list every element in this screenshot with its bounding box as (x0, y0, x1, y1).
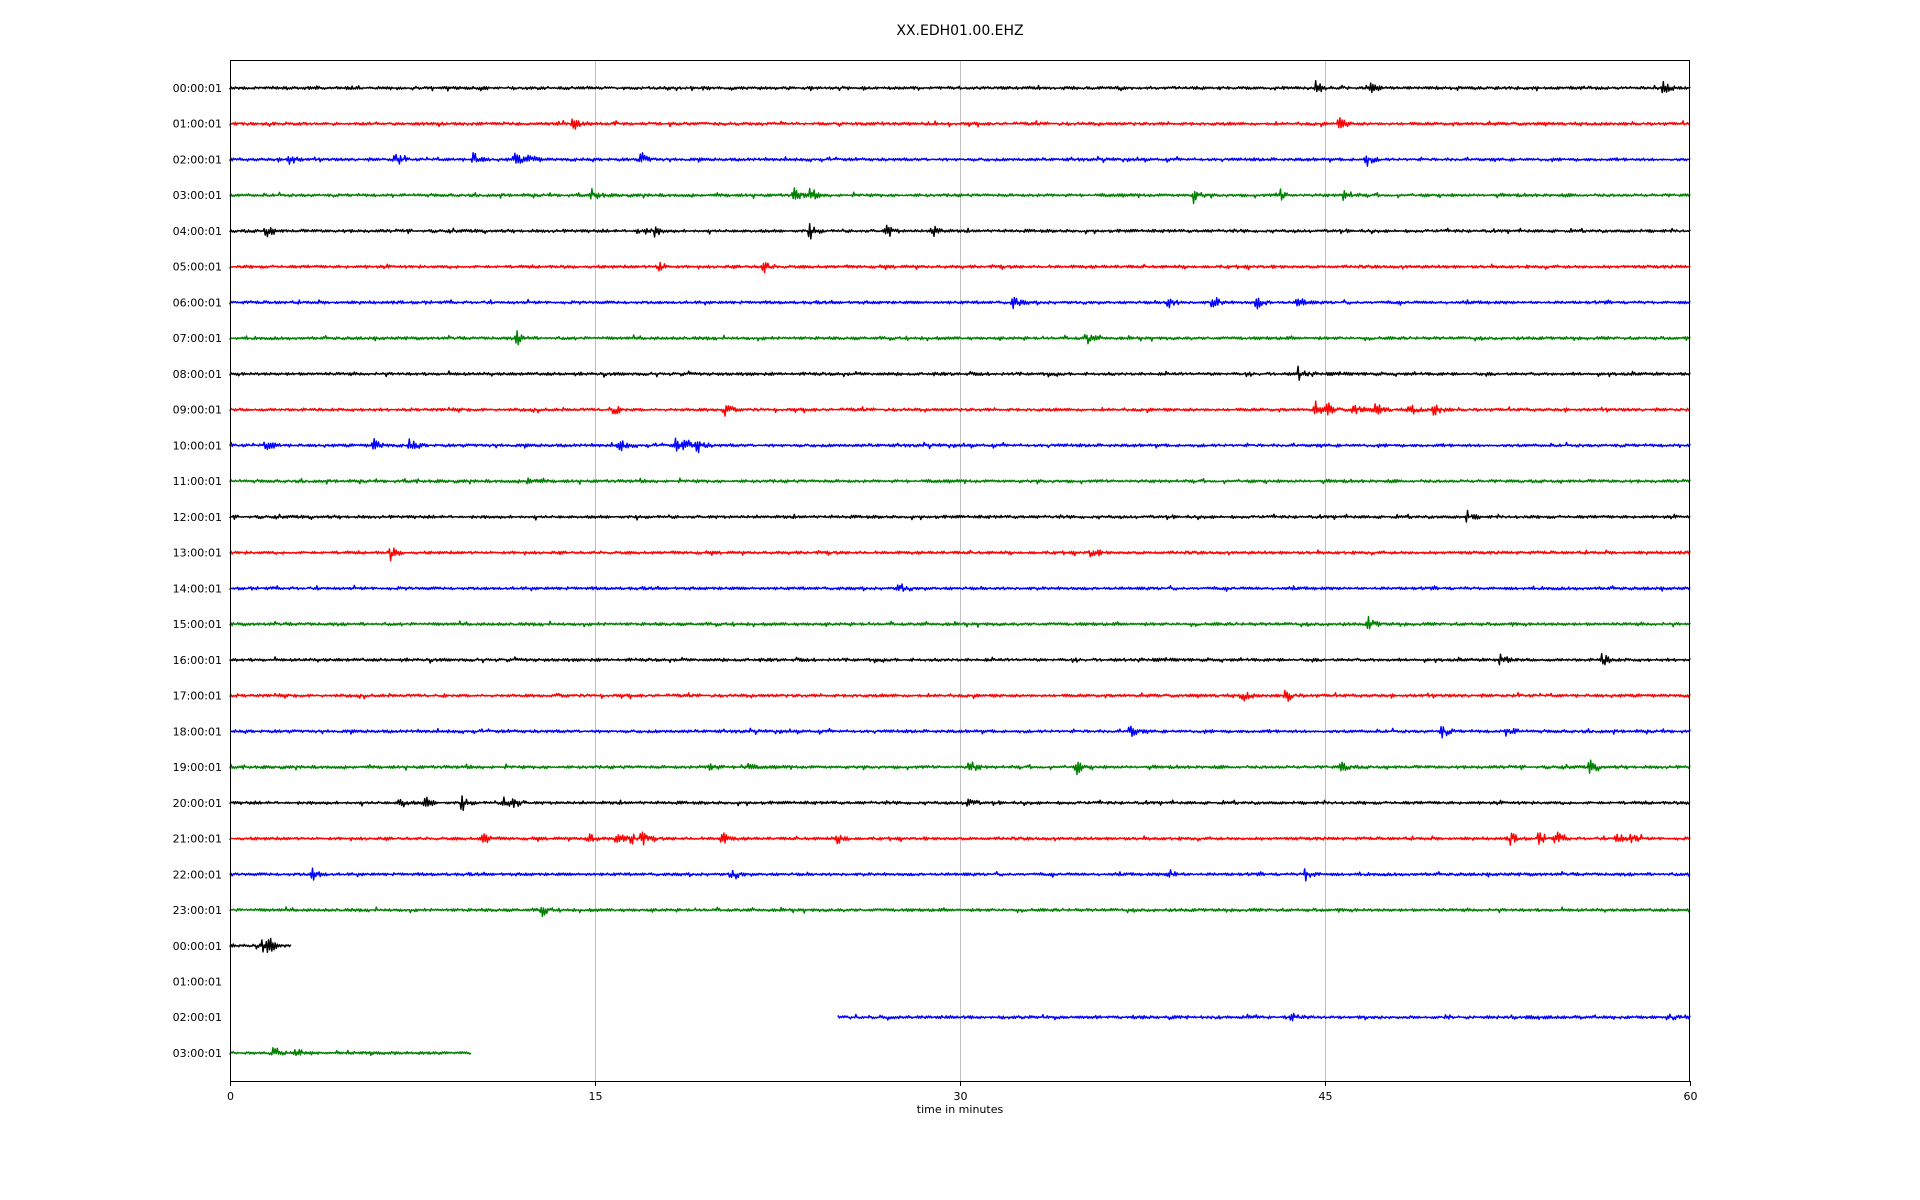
row-time-label: 22:00:01 (173, 868, 222, 881)
row-time-label: 03:00:01 (173, 189, 222, 202)
seismic-trace-row (229, 330, 1691, 346)
row-time-label: 14:00:01 (173, 582, 222, 595)
row-time-label: 21:00:01 (173, 833, 222, 846)
seismic-trace-row (229, 400, 1691, 417)
seismic-trace-row (229, 795, 1691, 812)
row-time-label: 20:00:01 (173, 797, 222, 810)
seismic-trace-row (837, 1012, 1691, 1022)
row-time-label: 01:00:01 (173, 976, 222, 989)
x-axis: 0 15 30 45 60 (227, 1081, 1698, 1103)
seismic-trace-row (229, 725, 1691, 739)
seismic-trace-row (229, 223, 1691, 240)
seismic-trace-row (229, 187, 1691, 205)
row-time-label: 05:00:01 (173, 261, 222, 274)
seismic-trace-row (229, 152, 1691, 167)
seismic-trace-row (229, 1047, 472, 1057)
seismic-trace-row (229, 80, 1691, 94)
x-tick-label: 60 (1684, 1090, 1698, 1103)
row-time-label: 07:00:01 (173, 332, 222, 345)
y-tick-labels: 00:00:01 01:00:01 02:00:01 03:00:01 04:00:01… (173, 82, 222, 1060)
x-axis-label: time in minutes (917, 1103, 1004, 1116)
plot-frame (230, 60, 1690, 1082)
seismic-trace-row (229, 831, 1691, 846)
x-tick-label: 30 (954, 1090, 968, 1103)
row-time-label: 11:00:01 (173, 475, 222, 488)
row-time-label: 06:00:01 (173, 296, 222, 309)
chart-title: XX.EDH01.00.EHZ (896, 23, 1023, 39)
row-time-label: 23:00:01 (173, 904, 222, 917)
row-time-label: 12:00:01 (173, 511, 222, 524)
row-time-label: 18:00:01 (173, 725, 222, 738)
seismic-trace-row (229, 547, 1691, 562)
row-time-label: 03:00:01 (173, 1047, 222, 1060)
grid-lines (595, 60, 1326, 1081)
x-tick-label: 0 (227, 1090, 234, 1103)
seismic-trace-row (229, 867, 1691, 882)
row-time-label: 15:00:01 (173, 618, 222, 631)
seismic-trace-row (229, 652, 1691, 666)
row-time-label: 00:00:01 (173, 940, 222, 953)
row-time-label: 19:00:01 (173, 761, 222, 774)
x-tick-label: 45 (1319, 1090, 1333, 1103)
seismic-trace-row (229, 583, 1691, 592)
seismic-trace-row (229, 759, 1691, 776)
row-time-label: 08:00:01 (173, 368, 222, 381)
row-time-label: 00:00:01 (173, 82, 222, 95)
seismic-trace-row (229, 261, 1691, 274)
seismic-trace-row (229, 437, 1691, 454)
row-time-label: 01:00:01 (173, 118, 222, 131)
seismic-trace-row (229, 689, 1691, 702)
row-time-label: 16:00:01 (173, 654, 222, 667)
row-time-label: 04:00:01 (173, 225, 222, 238)
trace-rows (229, 80, 1691, 1057)
seismic-trace-row (229, 906, 1691, 918)
row-time-label: 13:00:01 (173, 547, 222, 560)
row-time-label: 02:00:01 (173, 1011, 222, 1024)
row-time-label: 10:00:01 (173, 439, 222, 452)
seismic-trace-row (229, 937, 292, 953)
seismic-trace-row (229, 477, 1691, 485)
seismic-trace-row (229, 296, 1691, 310)
row-time-label: 17:00:01 (173, 690, 222, 703)
x-tick-label: 15 (589, 1090, 603, 1103)
seismic-trace-row (229, 509, 1691, 523)
seismic-trace-row (229, 117, 1691, 130)
row-time-label: 09:00:01 (173, 404, 222, 417)
seismic-trace-row (229, 365, 1691, 381)
seismic-trace-row (229, 615, 1691, 630)
row-time-label: 02:00:01 (173, 153, 222, 166)
